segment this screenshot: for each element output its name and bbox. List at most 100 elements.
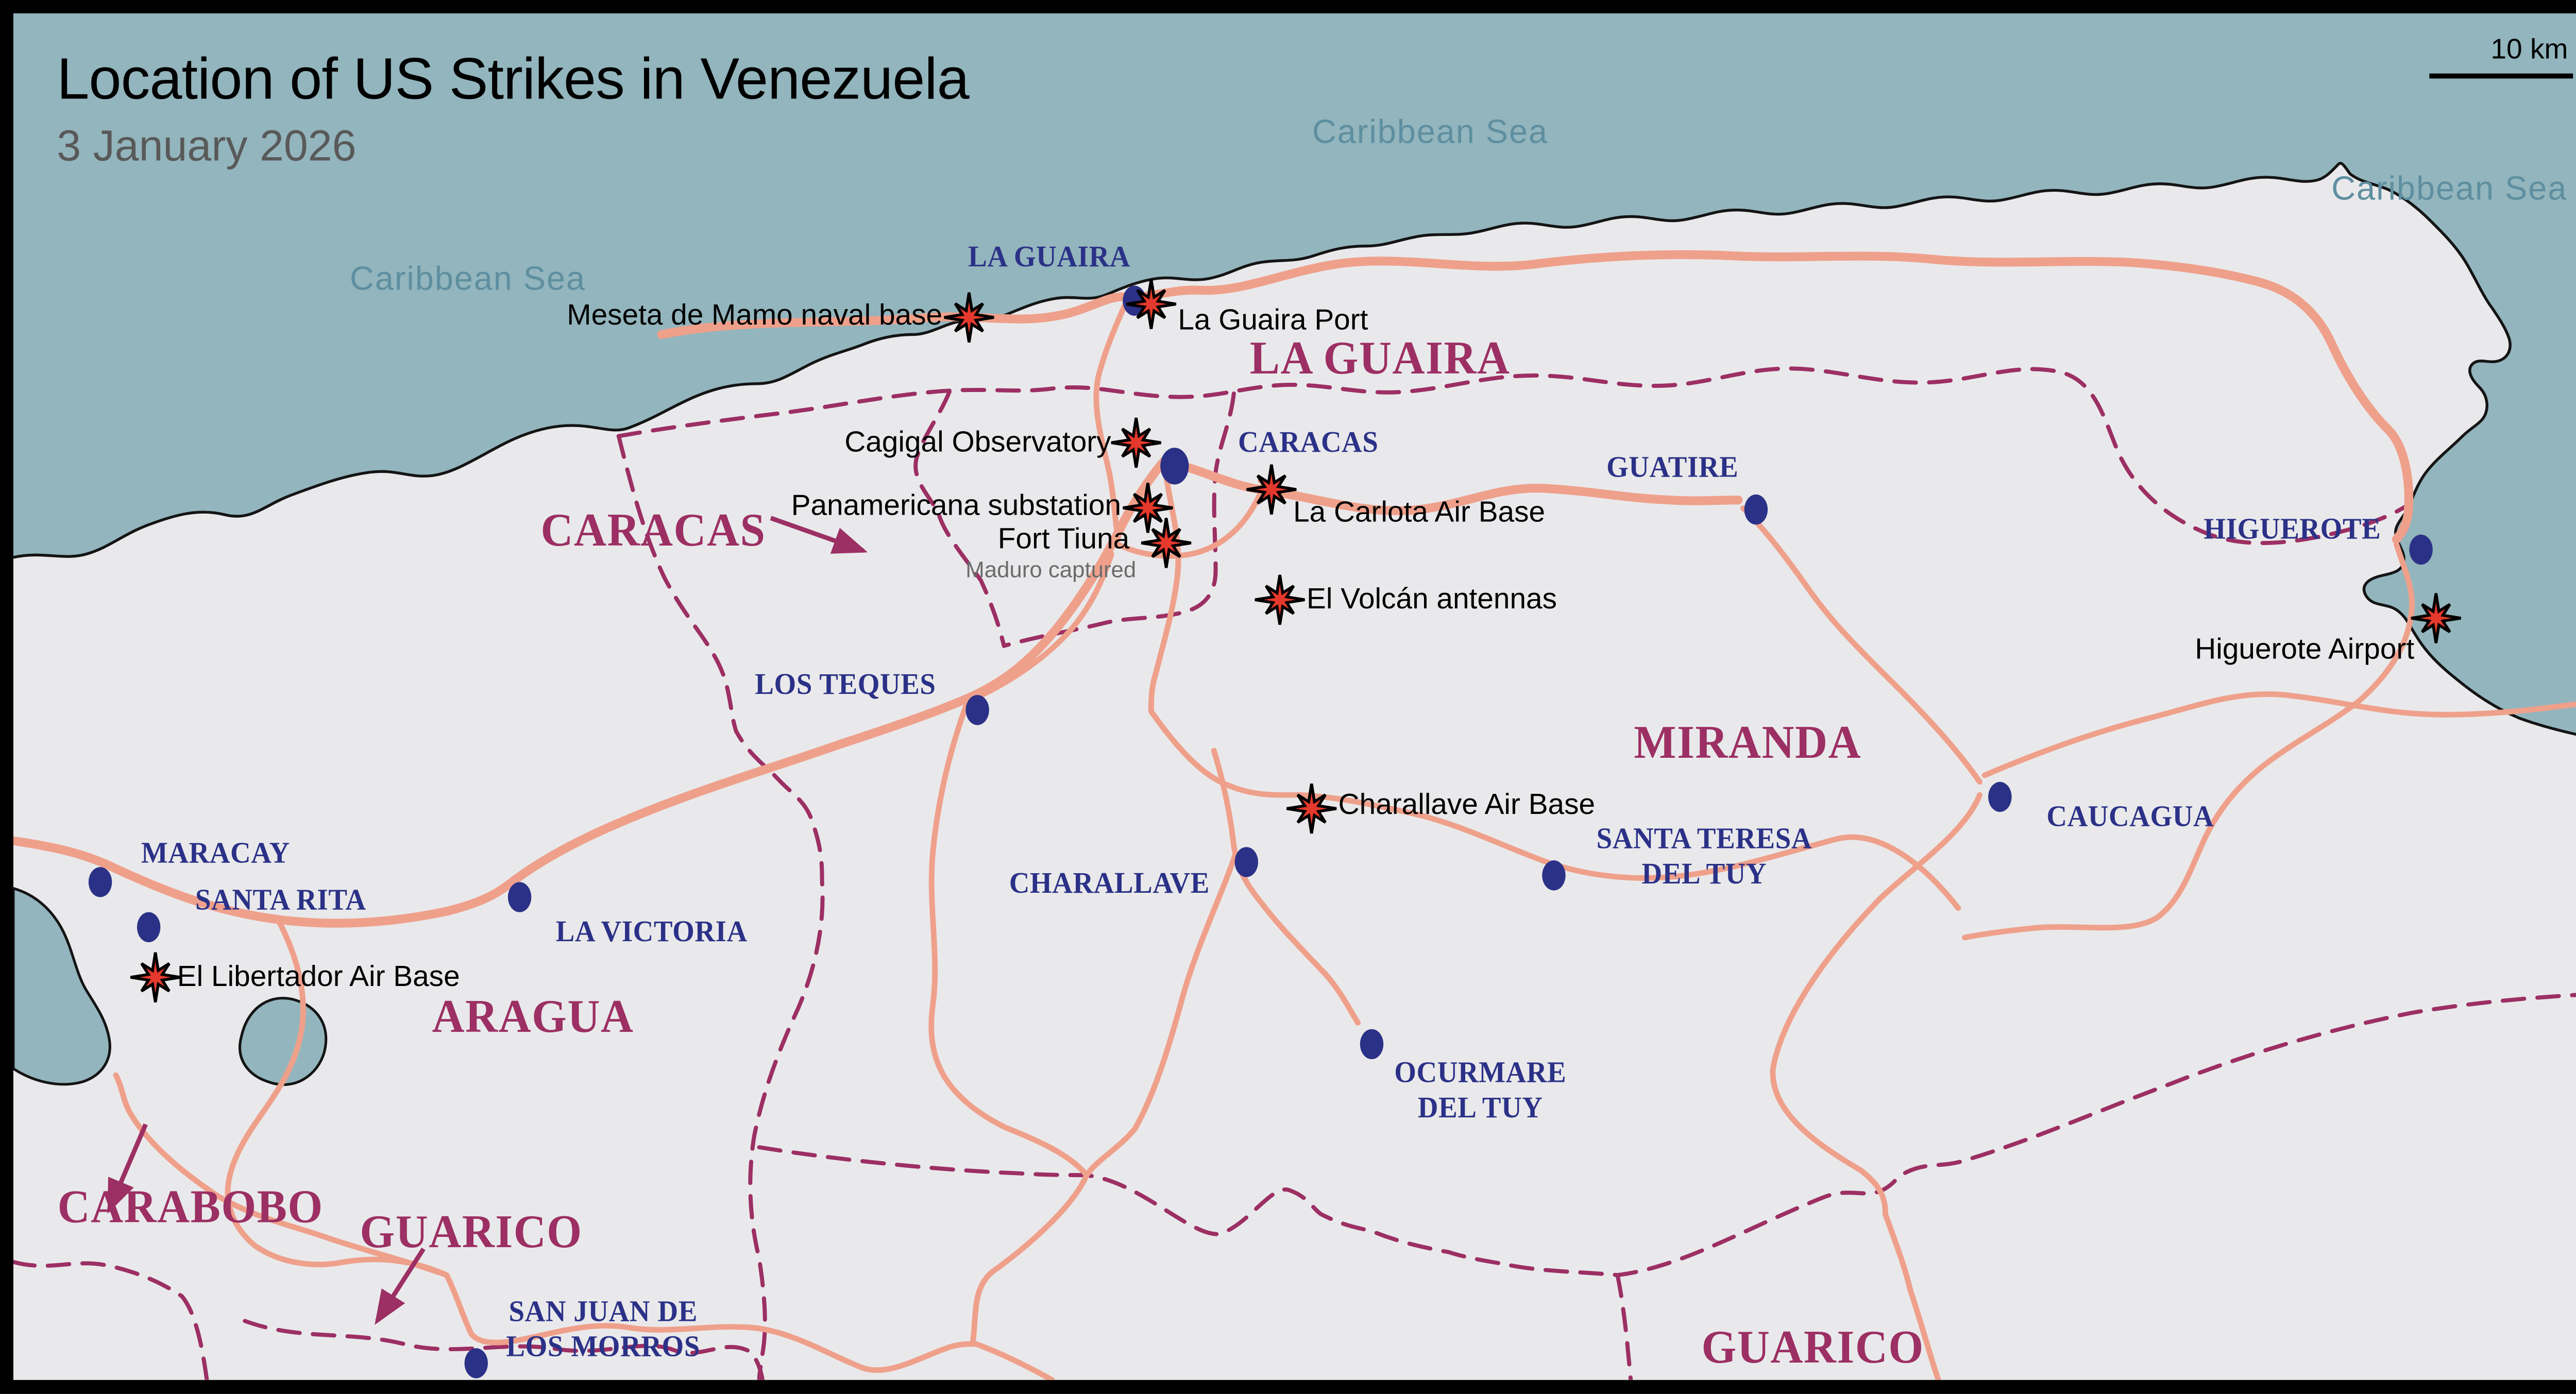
city-label-la-victoria: LA VICTORIA bbox=[555, 914, 748, 948]
lake-valencia bbox=[13, 887, 111, 1086]
state-arrow-caracas bbox=[770, 516, 868, 554]
strike-label-el-libertador-air-base: El Libertador Air Base bbox=[177, 959, 460, 993]
boundary-carabobo-aragua bbox=[13, 1260, 209, 1380]
sea-label-1: Caribbean Sea bbox=[1312, 114, 1549, 151]
strike-label-meseta-de-mamo-naval-base: Meseta de Mamo naval base bbox=[567, 297, 943, 331]
city-dot-los-teques bbox=[965, 695, 989, 725]
strike-label-fort-tiuna: Fort Tiuna bbox=[997, 521, 1130, 555]
road-panamericana bbox=[964, 551, 1114, 705]
road-tuy-valley bbox=[1148, 708, 1961, 911]
strike-burst-icon bbox=[1123, 483, 1173, 533]
city-label-caracas: CARACAS bbox=[1238, 424, 1379, 458]
title-block: Location of US Strikes in Venezuela 3 Ja… bbox=[57, 47, 969, 170]
strike-star-el-volc-n-antennas bbox=[1251, 571, 1308, 628]
sea-label-0: Caribbean Sea bbox=[350, 261, 586, 298]
state-label-aragua: ARAGUA bbox=[432, 992, 634, 1044]
scale-bar-line bbox=[2429, 73, 2573, 79]
road-caucagua-south bbox=[1770, 792, 1982, 1380]
state-arrow-guarico bbox=[375, 1247, 426, 1325]
city-label-san-juan-de-los-morros: SAN JUAN DE LOS MORROS bbox=[506, 1294, 701, 1364]
scale-bar-label: 10 km bbox=[2490, 33, 2568, 65]
road-charallave-ocurmare bbox=[1211, 747, 1361, 1026]
page-title: Location of US Strikes in Venezuela bbox=[57, 46, 969, 112]
scale-bar: 10 km bbox=[2429, 33, 2573, 79]
city-dot-santa-teresa-del-tuy bbox=[1542, 860, 1566, 891]
boundary-aragua-miranda bbox=[616, 434, 825, 1380]
city-label-la-guaira: LA GUAIRA bbox=[968, 239, 1131, 273]
strike-label-la-carlota-air-base: La Carlota Air Base bbox=[1293, 495, 1546, 529]
venezuela-land bbox=[13, 163, 2576, 1380]
strike-label-la-guaira-port: La Guaira Port bbox=[1178, 302, 1368, 336]
city-dot-charallave bbox=[1234, 847, 1258, 877]
strike-burst-icon bbox=[1286, 783, 1337, 834]
strike-star-fort-tiuna bbox=[1138, 515, 1194, 571]
city-label-maracay: MARACAY bbox=[141, 836, 290, 870]
city-dot-caucagua bbox=[1988, 781, 2012, 812]
strike-burst-icon bbox=[1255, 574, 1305, 625]
boundary-capital-west bbox=[913, 389, 1006, 648]
road-coastal-highway bbox=[657, 250, 2414, 544]
state-label-la-guaira: LA GUAIRA bbox=[1249, 333, 1511, 385]
strike-star-meseta-de-mamo-naval-base bbox=[941, 289, 997, 346]
map-base bbox=[13, 13, 2576, 1380]
strike-star-charallave-air-base bbox=[1283, 780, 1340, 837]
marker-overlay: LA GUAIRA CARACAS GUATIRE HIGUEROTE LOS TEQU… bbox=[13, 13, 2576, 1380]
strike-star-el-libertador-air-base bbox=[127, 949, 183, 1006]
boundary-la-guaira-south bbox=[616, 366, 2410, 546]
boundary-miranda-guarico bbox=[757, 993, 2576, 1278]
city-label-guatire: GUATIRE bbox=[1606, 450, 1739, 484]
road-san-juan-east bbox=[444, 1272, 1055, 1380]
strike-star-higuerote-airport bbox=[2408, 590, 2464, 647]
strike-label-panamericana-substation: Panamericana substation bbox=[791, 488, 1122, 522]
strike-burst-icon bbox=[944, 292, 994, 343]
road-los-teques-south bbox=[928, 699, 1090, 1178]
strike-burst-icon bbox=[1111, 417, 1161, 468]
road-aragua-south-b bbox=[113, 1072, 450, 1278]
state-label-caracas: CARACAS bbox=[540, 505, 766, 557]
strike-label-cagigal-observatory: Cagigal Observatory bbox=[844, 424, 1111, 458]
strike-star-panamericana-substation bbox=[1120, 480, 1176, 536]
state-label-miranda: MIRANDA bbox=[1634, 718, 1862, 770]
city-dot-ocurmare-del-tuy bbox=[1360, 1029, 1384, 1060]
strike-star-cagigal-observatory bbox=[1108, 414, 1164, 471]
page-date: 3 January 2026 bbox=[57, 121, 357, 171]
city-label-higuerote: HIGUEROTE bbox=[2204, 512, 2381, 546]
road-charallave-south bbox=[970, 851, 1239, 1347]
city-label-ocurmare-del-tuy: OCURMARE DEL TUY bbox=[1394, 1055, 1567, 1125]
boundary-aragua-guarico bbox=[243, 1319, 765, 1380]
city-dot-caracas bbox=[1160, 448, 1189, 485]
city-label-los-teques: LOS TEQUES bbox=[755, 667, 936, 701]
road-caracas-south bbox=[1148, 472, 1181, 715]
state-label-arrows bbox=[107, 516, 868, 1325]
road-higuerote-south bbox=[1962, 541, 2415, 941]
strike-label-higuerote-airport: Higuerote Airport bbox=[2195, 632, 2415, 666]
boundary-guarico-split bbox=[1615, 1273, 1633, 1380]
sea-label-2: Caribbean Sea bbox=[2331, 171, 2568, 208]
city-label-santa-teresa-del-tuy: SANTA TERESA DEL TUY bbox=[1596, 821, 1812, 891]
state-label-carabobo: CARABOBO bbox=[57, 1182, 324, 1234]
city-dot-la-victoria bbox=[507, 882, 532, 912]
city-dot-higuerote bbox=[2409, 534, 2433, 565]
city-dot-guatire bbox=[1744, 494, 1768, 525]
strike-star-la-carlota-air-base bbox=[1243, 461, 1300, 518]
city-dot-maracay bbox=[88, 867, 112, 897]
road-guatire-caucagua bbox=[1740, 505, 1982, 785]
boundary-capital-east bbox=[1002, 391, 1236, 648]
strike-note-fort-tiuna: Maduro captured bbox=[965, 557, 1137, 583]
city-label-santa-rita: SANTA RITA bbox=[195, 882, 366, 916]
strike-burst-icon bbox=[1126, 279, 1177, 329]
state-boundaries bbox=[13, 366, 2576, 1380]
city-dot-santa-rita bbox=[137, 912, 161, 943]
city-dot-san-juan-de-los-morros bbox=[464, 1348, 488, 1379]
road-aragua-south-a bbox=[225, 916, 450, 1278]
city-label-charallave: CHARALLAVE bbox=[1009, 866, 1210, 899]
strike-label-el-volc-n-antennas: El Volcán antennas bbox=[1307, 582, 1557, 616]
state-arrow-carabobo bbox=[107, 1123, 148, 1214]
road-western-highway bbox=[13, 456, 1169, 928]
city-label-caucagua: CAUCAGUA bbox=[2046, 799, 2214, 833]
strike-star-la-guaira-port bbox=[1123, 276, 1179, 332]
coastline bbox=[13, 162, 2576, 736]
